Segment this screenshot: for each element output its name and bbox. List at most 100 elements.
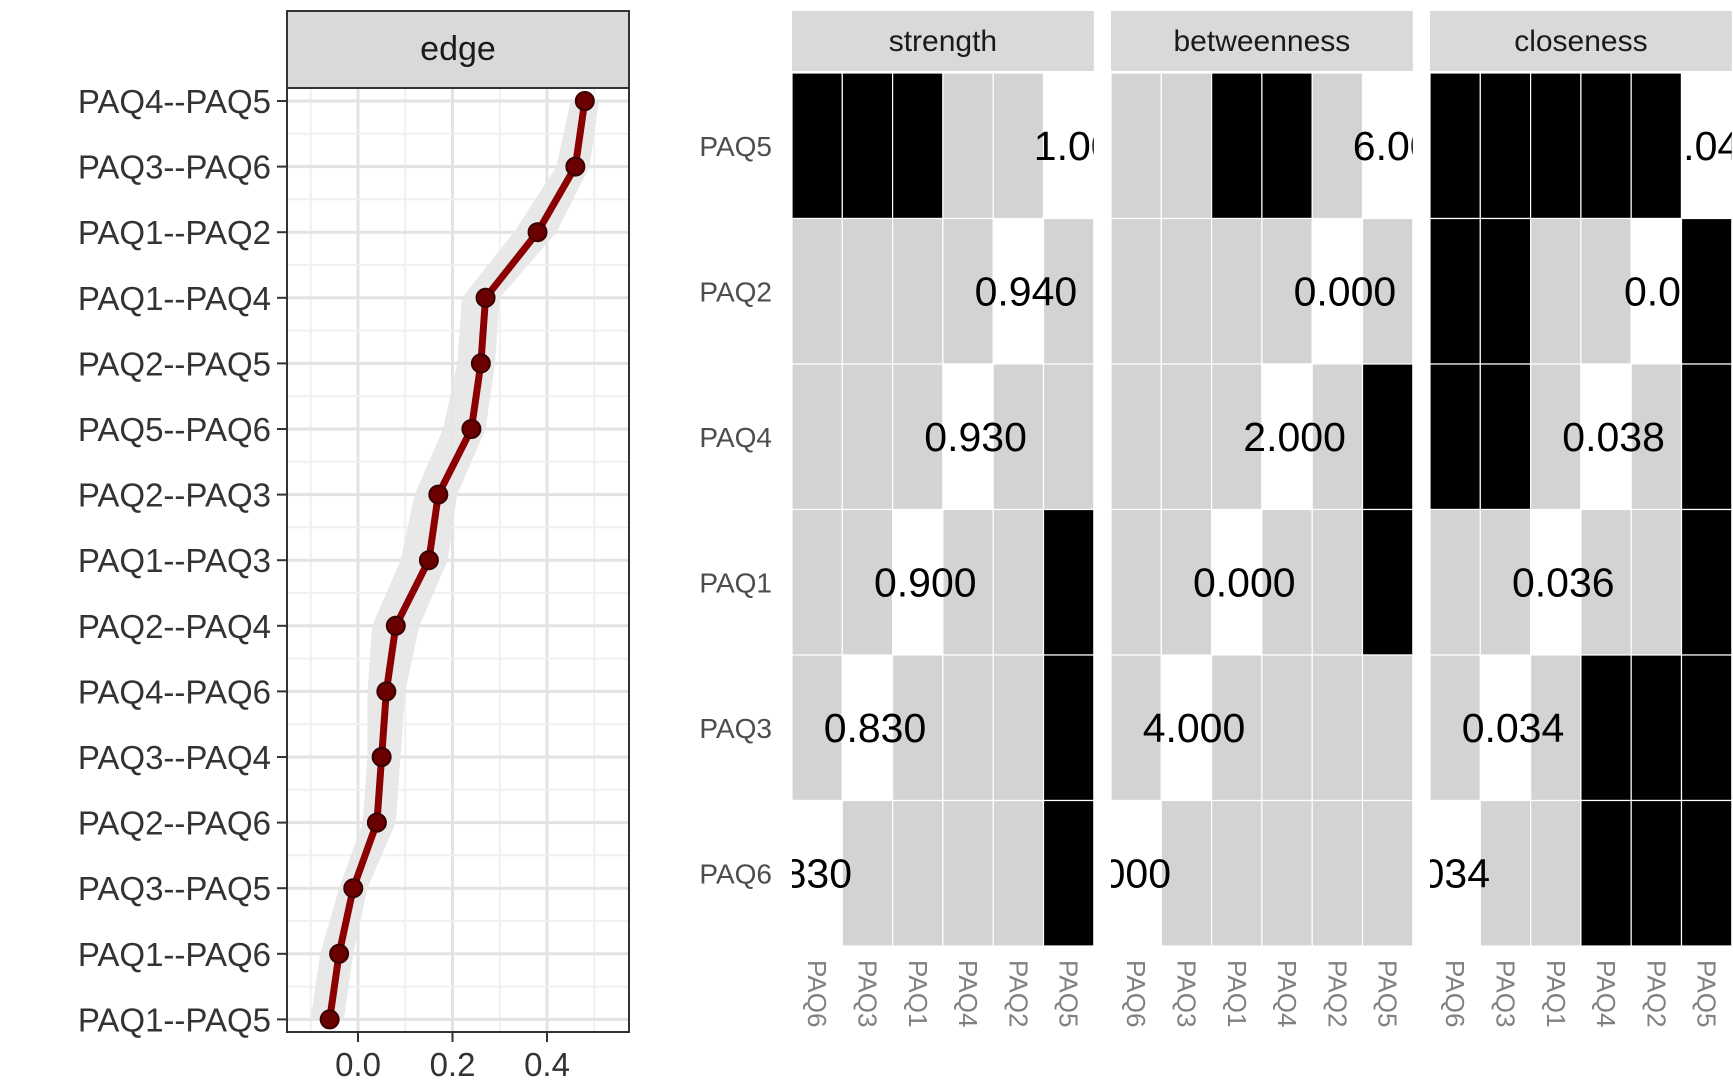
heatmap-cell xyxy=(1630,799,1683,947)
heatmap-cell xyxy=(1429,217,1481,365)
heatmap-cell xyxy=(841,363,894,511)
heatmap-cell xyxy=(1261,654,1313,802)
heatmap-cell xyxy=(1680,72,1733,220)
heatmap-col-label: PAQ1 xyxy=(1541,960,1571,1027)
edge-y-label: PAQ1--PAQ3 xyxy=(78,542,271,579)
heatmap-value-label: 0.034 xyxy=(1462,705,1565,751)
heatmap-cell xyxy=(992,799,1045,947)
heatmap-value-label: 0.036 xyxy=(1512,559,1615,605)
heatmap-value-label: .000 xyxy=(1091,850,1171,896)
heatmap-cell xyxy=(891,508,944,656)
heatmap-cell xyxy=(1529,508,1582,656)
edge-y-label: PAQ4--PAQ6 xyxy=(78,673,271,710)
heatmap-cell xyxy=(1361,799,1414,947)
heatmap-strip xyxy=(792,11,1094,71)
heatmap-col-label: PAQ3 xyxy=(1490,960,1520,1027)
heatmap-cell xyxy=(1210,363,1263,511)
heatmap-cell xyxy=(1680,508,1733,656)
heatmap-cell xyxy=(992,508,1045,656)
heatmap-row-label: PAQ1 xyxy=(699,567,772,598)
heatmap-value-label: 0.038 xyxy=(1562,414,1665,460)
heatmap-cell xyxy=(1361,508,1414,656)
heatmap-col-label: PAQ6 xyxy=(1121,960,1151,1027)
heatmap-cell xyxy=(1210,799,1263,947)
heatmap-cell xyxy=(942,654,994,802)
heatmap-cell xyxy=(1042,508,1095,656)
edge-point xyxy=(385,615,406,636)
heatmap-cell xyxy=(1261,217,1313,365)
edge-y-tick-labels: PAQ4--PAQ5 PAQ3--PAQ6 PAQ1--PAQ2 PAQ1--PAQ4… xyxy=(78,83,287,1038)
heatmap-cell xyxy=(841,508,894,656)
heatmap-value-label: 6.00 xyxy=(1353,123,1433,169)
edge-panel-strip xyxy=(286,10,630,89)
heatmap-cell xyxy=(1630,654,1683,802)
heatmap-col-label: PAQ4 xyxy=(953,960,983,1027)
heatmap-value-label: 0.03 xyxy=(1624,268,1704,314)
heatmap-cell xyxy=(1361,217,1414,365)
edge-point xyxy=(376,681,397,702)
heatmap-cell xyxy=(791,72,843,220)
heatmap-cell xyxy=(1429,508,1481,656)
edge-point xyxy=(470,353,491,374)
heatmap-col-label: PAQ3 xyxy=(1171,960,1201,1027)
edge-panel: edge PAQ4--PAQ5 PAQ3--PAQ6 PAQ1--PAQ2 PAQ1-… xyxy=(78,10,630,1083)
heatmap-col-label: PAQ1 xyxy=(903,960,933,1027)
heatmap-cell xyxy=(992,654,1045,802)
edge-y-label: PAQ2--PAQ6 xyxy=(78,805,271,842)
heatmap-cell xyxy=(1361,363,1414,511)
heatmap-cell xyxy=(791,363,843,511)
heatmap-cell xyxy=(1210,654,1263,802)
heatmap-panel-title: strength xyxy=(889,25,997,58)
heatmap-cell xyxy=(1580,72,1632,220)
heatmap-row-label: PAQ3 xyxy=(699,713,772,744)
heatmap-panel-strength: strength 1.00 0.940 0.930 0.900 0.830 .830 PAQ6… xyxy=(772,11,1095,1027)
heatmap-cell xyxy=(1311,363,1364,511)
edge-y-label: PAQ1--PAQ5 xyxy=(78,1001,271,1038)
heatmap-cell xyxy=(891,217,944,365)
heatmap-value-label: .830 xyxy=(772,850,852,896)
heatmap-cell xyxy=(1261,799,1313,947)
heatmap-cell xyxy=(791,799,843,947)
edge-y-label: PAQ1--PAQ4 xyxy=(78,280,271,317)
edge-x-label: 0.0 xyxy=(335,1046,381,1083)
heatmap-cell xyxy=(1680,799,1733,947)
heatmap-panel-title: closeness xyxy=(1514,25,1647,58)
edge-x-label: 0.2 xyxy=(430,1046,476,1083)
heatmap-cell xyxy=(1160,799,1213,947)
heatmap-value-label: 0.900 xyxy=(874,559,977,605)
heatmap-strip xyxy=(1111,11,1413,71)
heatmap-cell xyxy=(1361,654,1414,802)
heatmap-col-label: PAQ5 xyxy=(1054,960,1084,1027)
heatmap-cell xyxy=(1529,217,1582,365)
heatmap-cell xyxy=(942,217,994,365)
heatmap-cell xyxy=(1042,363,1095,511)
heatmap-cell xyxy=(1479,72,1532,220)
heatmap-value-label: .04 xyxy=(1683,123,1733,169)
heatmap-cell xyxy=(1261,72,1313,220)
heatmap-cell xyxy=(992,72,1045,220)
heatmap-col-label: PAQ4 xyxy=(1591,960,1621,1027)
heatmap-cell xyxy=(1210,217,1263,365)
edge-y-label: PAQ1--PAQ6 xyxy=(78,936,271,973)
edge-x-label: 0.4 xyxy=(524,1046,570,1083)
heatmap-cell xyxy=(1042,799,1095,947)
heatmap-cell xyxy=(1110,654,1162,802)
edge-point xyxy=(371,747,392,767)
heatmap-row-label: PAQ6 xyxy=(699,858,772,889)
heatmap-cell xyxy=(1210,508,1263,656)
edge-point xyxy=(475,287,496,308)
heatmap-value-label: 0.930 xyxy=(924,414,1027,460)
heatmap-cell xyxy=(1680,363,1733,511)
heatmap-cell xyxy=(1680,217,1733,365)
heatmap-strip xyxy=(1430,11,1732,71)
edge-points xyxy=(319,91,595,1030)
heatmap-col-label: PAQ3 xyxy=(852,960,882,1027)
edge-y-label: PAQ2--PAQ5 xyxy=(78,345,271,382)
heatmap-cell xyxy=(1042,654,1095,802)
heatmap-row-label: PAQ4 xyxy=(699,422,772,453)
heatmap-cell xyxy=(1479,799,1532,947)
edge-y-label: PAQ4--PAQ5 xyxy=(78,83,271,120)
heatmap-cell xyxy=(891,799,944,947)
heatmap-cell xyxy=(1630,72,1683,220)
